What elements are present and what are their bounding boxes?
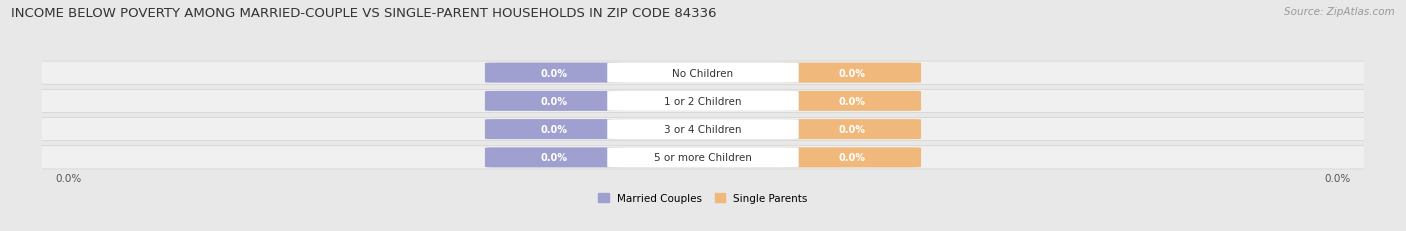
FancyBboxPatch shape	[30, 118, 1376, 141]
FancyBboxPatch shape	[782, 120, 921, 140]
FancyBboxPatch shape	[782, 148, 921, 168]
FancyBboxPatch shape	[30, 146, 1376, 169]
FancyBboxPatch shape	[485, 91, 624, 111]
FancyBboxPatch shape	[607, 148, 799, 168]
Legend: Married Couples, Single Parents: Married Couples, Single Parents	[599, 194, 807, 204]
FancyBboxPatch shape	[607, 63, 799, 83]
Text: Source: ZipAtlas.com: Source: ZipAtlas.com	[1284, 7, 1395, 17]
FancyBboxPatch shape	[30, 62, 1376, 85]
FancyBboxPatch shape	[485, 63, 624, 83]
Text: 5 or more Children: 5 or more Children	[654, 153, 752, 163]
Text: 0.0%: 0.0%	[1324, 173, 1351, 183]
FancyBboxPatch shape	[782, 63, 921, 83]
FancyBboxPatch shape	[782, 91, 921, 111]
Text: 0.0%: 0.0%	[838, 68, 865, 78]
FancyBboxPatch shape	[607, 91, 799, 111]
Text: No Children: No Children	[672, 68, 734, 78]
Text: 0.0%: 0.0%	[838, 125, 865, 134]
Text: 0.0%: 0.0%	[838, 153, 865, 163]
Text: INCOME BELOW POVERTY AMONG MARRIED-COUPLE VS SINGLE-PARENT HOUSEHOLDS IN ZIP COD: INCOME BELOW POVERTY AMONG MARRIED-COUPL…	[11, 7, 717, 20]
FancyBboxPatch shape	[485, 148, 624, 168]
Text: 0.0%: 0.0%	[541, 153, 568, 163]
Text: 0.0%: 0.0%	[541, 125, 568, 134]
FancyBboxPatch shape	[30, 90, 1376, 113]
FancyBboxPatch shape	[607, 120, 799, 140]
Text: 3 or 4 Children: 3 or 4 Children	[664, 125, 742, 134]
Text: 0.0%: 0.0%	[55, 173, 82, 183]
Text: 0.0%: 0.0%	[541, 68, 568, 78]
Text: 0.0%: 0.0%	[541, 97, 568, 106]
Text: 1 or 2 Children: 1 or 2 Children	[664, 97, 742, 106]
FancyBboxPatch shape	[485, 120, 624, 140]
Text: 0.0%: 0.0%	[838, 97, 865, 106]
